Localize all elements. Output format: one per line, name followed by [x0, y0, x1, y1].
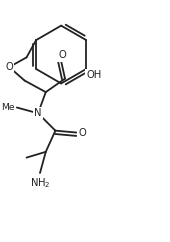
- Text: Me: Me: [1, 103, 15, 112]
- Text: OH: OH: [86, 70, 101, 80]
- Text: O: O: [79, 128, 86, 137]
- Text: NH$_2$: NH$_2$: [30, 176, 50, 190]
- Text: N: N: [34, 108, 42, 118]
- Text: O: O: [5, 62, 13, 72]
- Text: O: O: [58, 50, 66, 60]
